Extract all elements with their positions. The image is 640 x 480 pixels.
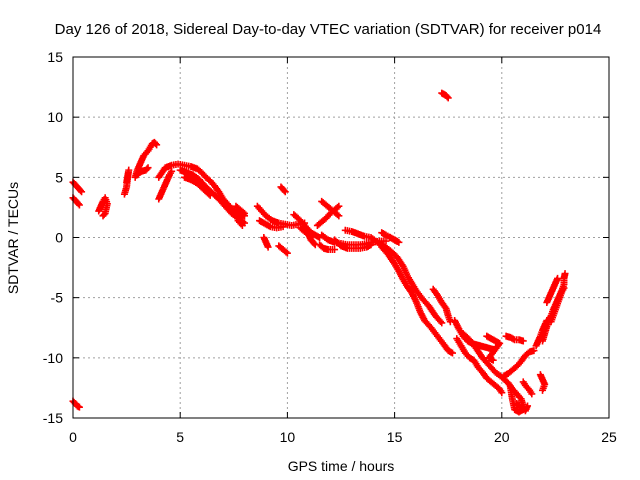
data-point-markers: [316, 241, 339, 254]
series-arc-08: [155, 167, 176, 203]
data-point-markers: [543, 274, 562, 306]
data-point-markers: [296, 224, 319, 249]
data-point-markers: [232, 202, 249, 229]
data-point-markers: [277, 183, 289, 196]
series-arc-28: [429, 285, 454, 326]
x-tick-label: 0: [69, 429, 77, 445]
series-arc-41: [547, 284, 568, 326]
data-point-markers: [378, 243, 456, 357]
series-arc-26: [378, 243, 456, 357]
data-point-markers: [155, 167, 176, 203]
gridlines: [73, 57, 609, 418]
data-point-markers: [69, 194, 83, 209]
x-tick-label: 5: [176, 429, 184, 445]
series-arc-38: [536, 371, 549, 394]
series-arc-27: [378, 229, 403, 246]
data-point-markers: [275, 242, 291, 257]
x-axis-label: GPS time / hours: [288, 458, 395, 474]
data-point-markers: [438, 89, 452, 102]
x-tick-label: 10: [280, 429, 296, 445]
series-arc-14: [256, 217, 287, 232]
chart-title: Day 126 of 2018, Sidereal Day-to-day VTE…: [55, 21, 602, 38]
series-arc-31: [453, 335, 506, 397]
series-arc-10: [176, 166, 249, 227]
series-arc-11: [180, 173, 214, 199]
data-point-markers: [133, 164, 152, 179]
data-point-markers: [500, 347, 538, 380]
data-point-markers: [547, 284, 568, 326]
data-point-markers: [318, 197, 343, 220]
data-point-markers: [378, 229, 403, 246]
series-arc-37: [519, 378, 536, 398]
data-point-markers: [69, 397, 83, 411]
data-point-markers: [453, 335, 506, 397]
data-point-markers: [502, 332, 527, 345]
series-arc-15: [260, 234, 272, 251]
series-arc-07: [133, 164, 152, 179]
y-tick-label: 5: [55, 169, 63, 185]
series-arc-03: [69, 397, 83, 411]
series-arc-17: [277, 183, 289, 196]
y-tick-label: 10: [47, 109, 63, 125]
data-point-markers: [483, 332, 504, 364]
series-arc-35: [506, 383, 527, 416]
x-tick-label: 15: [387, 429, 403, 445]
data-point-markers: [290, 211, 324, 241]
series-arc-25: [341, 226, 446, 327]
data-point-markers: [341, 226, 446, 327]
y-axis-label: SDTVAR / TECUs: [5, 182, 21, 294]
series-arc-42: [543, 274, 562, 306]
y-tick-label: 0: [55, 230, 63, 246]
data-point-markers: [155, 160, 249, 220]
data-point-markers: [519, 378, 536, 398]
series-arc-29: [438, 89, 452, 102]
series-arc-12: [232, 202, 249, 229]
data-point-markers: [256, 217, 287, 232]
y-tick-label: -10: [43, 350, 63, 366]
y-tick-label: -15: [43, 410, 63, 426]
y-tick-label: -5: [51, 290, 64, 306]
data-point-markers: [180, 173, 214, 199]
series-arc-05: [120, 166, 133, 198]
axis-ticks: 0 5 10 15 20 25 -15 -10 -5 0 5 10 15: [43, 49, 617, 445]
data-point-markers: [506, 383, 527, 416]
series-arc-21: [318, 197, 343, 220]
data-point-markers: [260, 234, 272, 251]
series-arc-09: [155, 160, 249, 220]
series-arc-36: [500, 347, 538, 380]
series-arc-23: [316, 241, 339, 254]
series-arc-34: [502, 332, 527, 345]
data-point-markers: [429, 285, 454, 326]
series-arc-01: [69, 178, 86, 196]
x-tick-label: 20: [494, 429, 510, 445]
y-tick-label: 15: [47, 49, 63, 65]
data-point-markers: [331, 236, 375, 252]
data-points: [69, 89, 569, 416]
series-arc-18: [290, 211, 324, 241]
x-tick-label: 25: [601, 429, 617, 445]
data-point-markers: [69, 178, 86, 196]
series-arc-16: [275, 242, 291, 257]
data-point-markers: [176, 166, 249, 227]
data-point-markers: [95, 194, 111, 220]
data-point-markers: [120, 166, 133, 198]
series-arc-04: [95, 194, 111, 220]
series-arc-19: [296, 224, 319, 249]
series-arc-33: [483, 332, 504, 364]
data-point-markers: [536, 371, 549, 394]
series-arc-02: [69, 194, 83, 209]
series-arc-24: [331, 236, 375, 252]
